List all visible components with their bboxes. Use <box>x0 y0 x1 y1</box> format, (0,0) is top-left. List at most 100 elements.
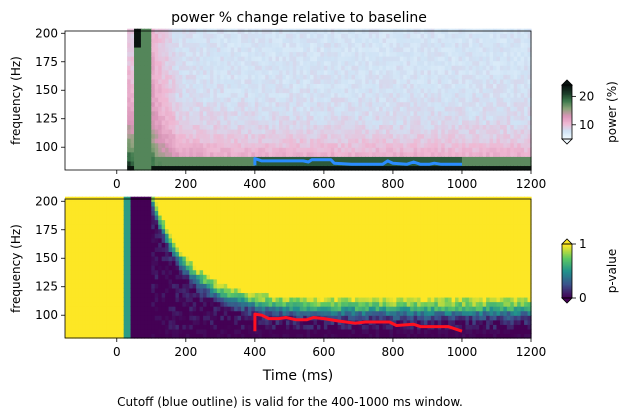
heatmap-cell <box>213 46 218 53</box>
heatmap-cell <box>486 101 491 107</box>
heatmap-cell <box>341 138 346 144</box>
heatmap-cell <box>520 74 525 80</box>
heatmap-cell <box>220 83 225 89</box>
heatmap-cell <box>137 33 142 39</box>
heatmap-cell <box>382 138 387 144</box>
heatmap-cell <box>78 324 83 330</box>
heatmap-cell <box>327 101 332 107</box>
heatmap-cell <box>158 106 163 112</box>
heatmap-cell <box>354 37 360 43</box>
heatmap-cell <box>140 251 145 257</box>
colorbar-segment <box>562 102 572 105</box>
heatmap-cell <box>196 69 201 75</box>
heatmap-cell <box>96 306 101 312</box>
heatmap-cell <box>241 124 246 130</box>
heatmap-cell <box>310 69 315 75</box>
heatmap-cell <box>158 60 163 66</box>
heatmap-cell <box>472 83 477 89</box>
heatmap-cell <box>71 278 76 284</box>
heatmap-cell <box>168 319 173 325</box>
heatmap-cell <box>527 119 532 126</box>
heatmap-cell <box>178 242 183 248</box>
colorbar-segment <box>562 109 572 112</box>
heatmap-cell <box>334 42 339 48</box>
heatmap-cell <box>448 151 453 157</box>
heatmap-cell <box>506 51 511 57</box>
heatmap-cell <box>182 78 187 85</box>
heatmap-cell <box>275 101 280 107</box>
heatmap-cell <box>144 224 149 230</box>
heatmap-cell <box>192 274 197 280</box>
heatmap-cell <box>89 260 94 266</box>
heatmap-cell <box>82 333 87 339</box>
heatmap-cell <box>524 65 529 71</box>
heatmap-cell <box>316 60 322 66</box>
heatmap-cell <box>189 333 194 339</box>
heatmap-cell <box>68 265 73 271</box>
heatmap-cell <box>268 128 273 135</box>
heatmap-cell <box>234 142 239 148</box>
heatmap-cell <box>85 324 90 330</box>
heatmap-cell <box>92 287 97 294</box>
heatmap-cell <box>348 147 353 153</box>
heatmap-cell <box>154 37 159 43</box>
heatmap-cell <box>247 147 252 153</box>
heatmap-cell <box>475 83 480 89</box>
heatmap-cell <box>189 46 194 53</box>
heatmap-cell <box>140 292 145 298</box>
heatmap-cell <box>517 46 522 53</box>
heatmap-cell <box>482 142 487 148</box>
heatmap-cell <box>209 119 215 126</box>
heatmap-cell <box>154 128 159 135</box>
heatmap-cell <box>503 160 508 167</box>
heatmap-cell <box>158 42 163 48</box>
heatmap-cell <box>99 315 104 321</box>
heatmap-cell <box>161 210 166 216</box>
heatmap-cell <box>399 133 404 139</box>
heatmap-cell <box>140 51 145 57</box>
heatmap-cell <box>116 287 121 294</box>
heatmap-cell <box>220 165 225 171</box>
heatmap-cell <box>130 124 135 130</box>
heatmap-cell <box>175 265 180 271</box>
heatmap-cell <box>441 37 446 43</box>
heatmap-cell <box>130 242 135 248</box>
heatmap-cell <box>517 60 522 66</box>
heatmap-cell <box>168 224 173 230</box>
heatmap-cell <box>237 128 242 135</box>
heatmap-cell <box>140 138 145 144</box>
heatmap-cell <box>441 83 446 89</box>
heatmap-cell <box>196 33 201 39</box>
heatmap-cell <box>430 106 435 112</box>
heatmap-cell <box>258 147 263 153</box>
heatmap-cell <box>399 65 404 71</box>
heatmap-cell <box>392 92 397 98</box>
heatmap-cell <box>282 101 287 107</box>
heatmap-cell <box>189 69 194 75</box>
heatmap-cell <box>493 92 498 98</box>
heatmap-cell <box>189 324 194 330</box>
heatmap-cell <box>396 46 401 53</box>
heatmap-cell <box>403 110 408 116</box>
heatmap-cell <box>527 92 532 98</box>
heatmap-cell <box>354 33 360 39</box>
heatmap-cell <box>448 138 453 144</box>
heatmap-cell <box>444 97 449 103</box>
heatmap-cell <box>354 92 360 98</box>
heatmap-cell <box>178 33 183 39</box>
heatmap-cell <box>102 242 108 248</box>
heatmap-cell <box>99 324 104 330</box>
heatmap-cell <box>144 228 149 234</box>
heatmap-cell <box>410 115 415 121</box>
heatmap-cell <box>458 147 463 153</box>
heatmap-cell <box>113 219 118 225</box>
heatmap-cell <box>303 74 308 80</box>
heatmap-cell <box>185 328 190 335</box>
heatmap-cell <box>410 74 415 80</box>
heatmap-cell <box>306 51 311 57</box>
heatmap-cell <box>499 142 504 148</box>
heatmap-cell <box>165 37 170 43</box>
heatmap-cell <box>303 42 308 48</box>
heatmap-cell <box>106 255 111 262</box>
heatmap-cell <box>175 251 180 257</box>
